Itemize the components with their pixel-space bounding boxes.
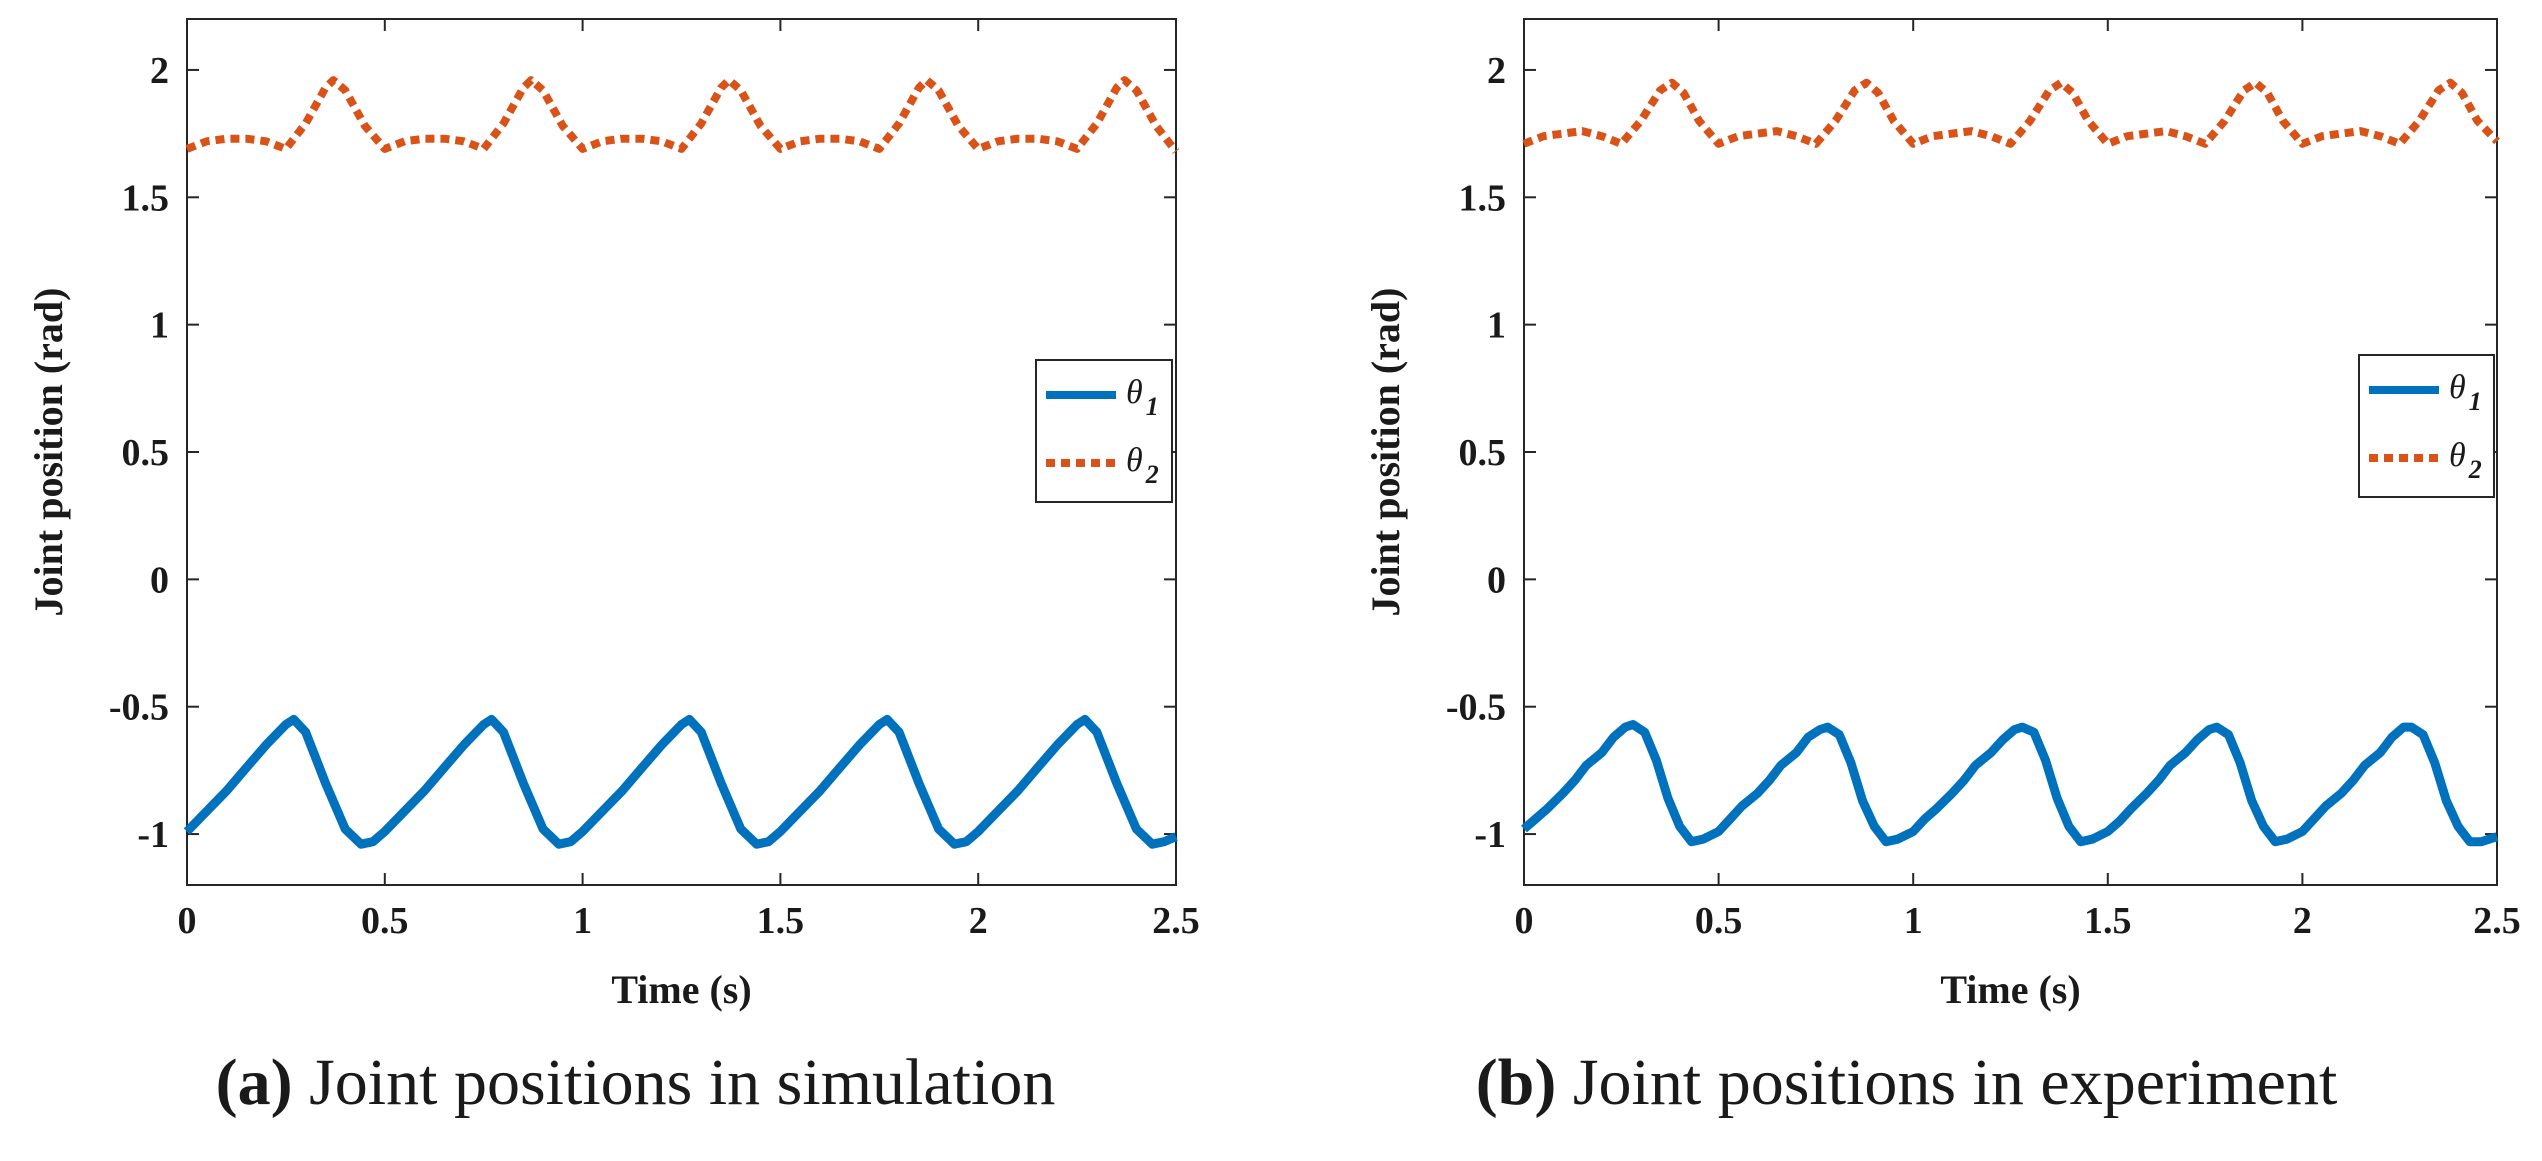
caption-a: (a) Joint positions in simulation bbox=[0, 1045, 1271, 1121]
y-tick-label: -0.5 bbox=[1446, 687, 1506, 729]
y-tick-label: -0.5 bbox=[109, 687, 169, 729]
y-tick-label: 0.5 bbox=[1459, 432, 1507, 474]
y-tick-label: 2 bbox=[150, 50, 169, 92]
caption-a-text: Joint positions in simulation bbox=[309, 1046, 1056, 1119]
series-line-θ1 bbox=[183, 714, 1178, 849]
y-tick-label: 1.5 bbox=[122, 177, 170, 219]
legend: θ 1θ 2 bbox=[2358, 354, 2495, 498]
x-tick-label: 0.5 bbox=[361, 900, 409, 942]
chart-a: 0 0.5 1 1.5 2 2.5 -1 -0.5 0 0.5 1 1.5 2 Time (s) Joint… bbox=[26, 18, 1200, 1012]
caption-a-label: (a) bbox=[215, 1046, 293, 1119]
x-tick-label: 2 bbox=[2293, 900, 2312, 942]
panel-b: 0 0.5 1 1.5 2 2.5 -1 -0.5 0 0.5 1 1.5 2 Time (s) Joint… bbox=[1271, 0, 2542, 1161]
series-line-θ1 bbox=[1521, 720, 2499, 847]
legend-box bbox=[2358, 354, 2495, 498]
caption-b-label: (b) bbox=[1475, 1046, 1557, 1119]
legend-box bbox=[1035, 359, 1173, 503]
y-axis-label: Joint position (rad) bbox=[1363, 288, 1408, 617]
x-tick-label: 1.5 bbox=[2084, 900, 2132, 942]
y-tick-label: 1 bbox=[150, 305, 169, 347]
caption-b-text: Joint positions in experiment bbox=[1572, 1046, 2338, 1119]
y-tick-label: 1 bbox=[1487, 305, 1506, 347]
y-tick-label: 2 bbox=[1487, 50, 1506, 92]
x-tick-label: 2.5 bbox=[1152, 900, 1200, 942]
chart-b: 0 0.5 1 1.5 2 2.5 -1 -0.5 0 0.5 1 1.5 2 Time (s) Joint… bbox=[1363, 18, 2521, 1012]
series-line-θ2 bbox=[185, 76, 1180, 154]
y-tick-label: 0 bbox=[150, 559, 169, 601]
series-line-θ2 bbox=[1522, 78, 2500, 148]
y-tick-label: -1 bbox=[1474, 814, 1506, 856]
x-tick-label: 2.5 bbox=[2473, 900, 2521, 942]
x-axis-label: Time (s) bbox=[611, 967, 751, 1012]
x-tick-label: 0 bbox=[178, 900, 197, 942]
x-tick-label: 2 bbox=[969, 900, 988, 942]
x-tick-label: 1.5 bbox=[757, 900, 805, 942]
y-axis-label: Joint position (rad) bbox=[26, 288, 71, 617]
y-tick-label: 1.5 bbox=[1459, 177, 1507, 219]
axes-box bbox=[1523, 18, 2498, 886]
x-tick-label: 1 bbox=[573, 900, 592, 942]
legend: θ 1θ 2 bbox=[1035, 359, 1173, 503]
caption-b: (b) Joint positions in experiment bbox=[1271, 1045, 2542, 1121]
y-tick-label: 0 bbox=[1487, 559, 1506, 601]
x-tick-label: 0 bbox=[1515, 900, 1534, 942]
x-tick-label: 0.5 bbox=[1695, 900, 1743, 942]
panel-a: 0 0.5 1 1.5 2 2.5 -1 -0.5 0 0.5 1 1.5 2 Time (s) Joint… bbox=[0, 18, 1271, 1121]
x-axis-label: Time (s) bbox=[1940, 967, 2080, 1012]
y-tick-label: 0.5 bbox=[122, 432, 170, 474]
x-tick-label: 1 bbox=[1904, 900, 1923, 942]
y-tick-label: -1 bbox=[137, 814, 169, 856]
